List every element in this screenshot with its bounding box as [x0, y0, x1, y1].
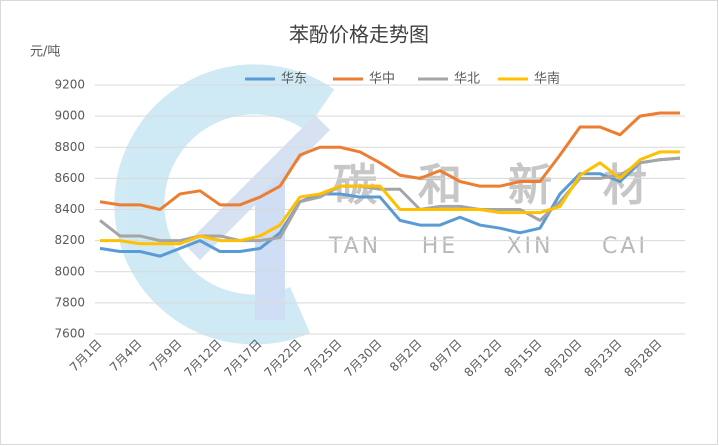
y-tick-label: 8000 — [54, 264, 85, 278]
legend-label: 华东 — [281, 72, 307, 87]
y-tick-label: 8200 — [54, 233, 85, 247]
watermark-char: 和 — [418, 160, 462, 211]
plot — [99, 111, 681, 258]
y-tick-label: 8400 — [54, 202, 85, 216]
chart-title: 苯酚价格走势图 — [289, 23, 429, 47]
y-tick-label: 7800 — [54, 295, 85, 309]
series-line — [99, 111, 680, 211]
watermark-pinyin: TAN — [328, 234, 381, 259]
y-tick-label: 8600 — [54, 171, 85, 185]
legend: 华东 华中 华北 华南 — [245, 71, 560, 87]
legend-label: 华南 — [534, 71, 560, 87]
watermark-char: 新 — [508, 160, 552, 211]
y-tick-label: 7600 — [54, 327, 85, 341]
y-tick-label: 8800 — [54, 140, 85, 154]
watermark-char: 材 — [603, 160, 647, 211]
y-tick-label: 9200 — [54, 78, 85, 92]
watermark-pinyin: HE — [422, 234, 458, 259]
legend-label: 华中 — [369, 72, 395, 87]
watermark-logo — [114, 64, 335, 345]
y-axis-label: 元/吨 — [30, 45, 60, 60]
watermark-pinyin: XIN — [506, 234, 553, 259]
y-tick-label: 9000 — [54, 109, 85, 123]
legend-label: 华北 — [454, 72, 480, 87]
series-line — [100, 150, 680, 246]
watermark-pinyin: CAI — [602, 234, 648, 259]
